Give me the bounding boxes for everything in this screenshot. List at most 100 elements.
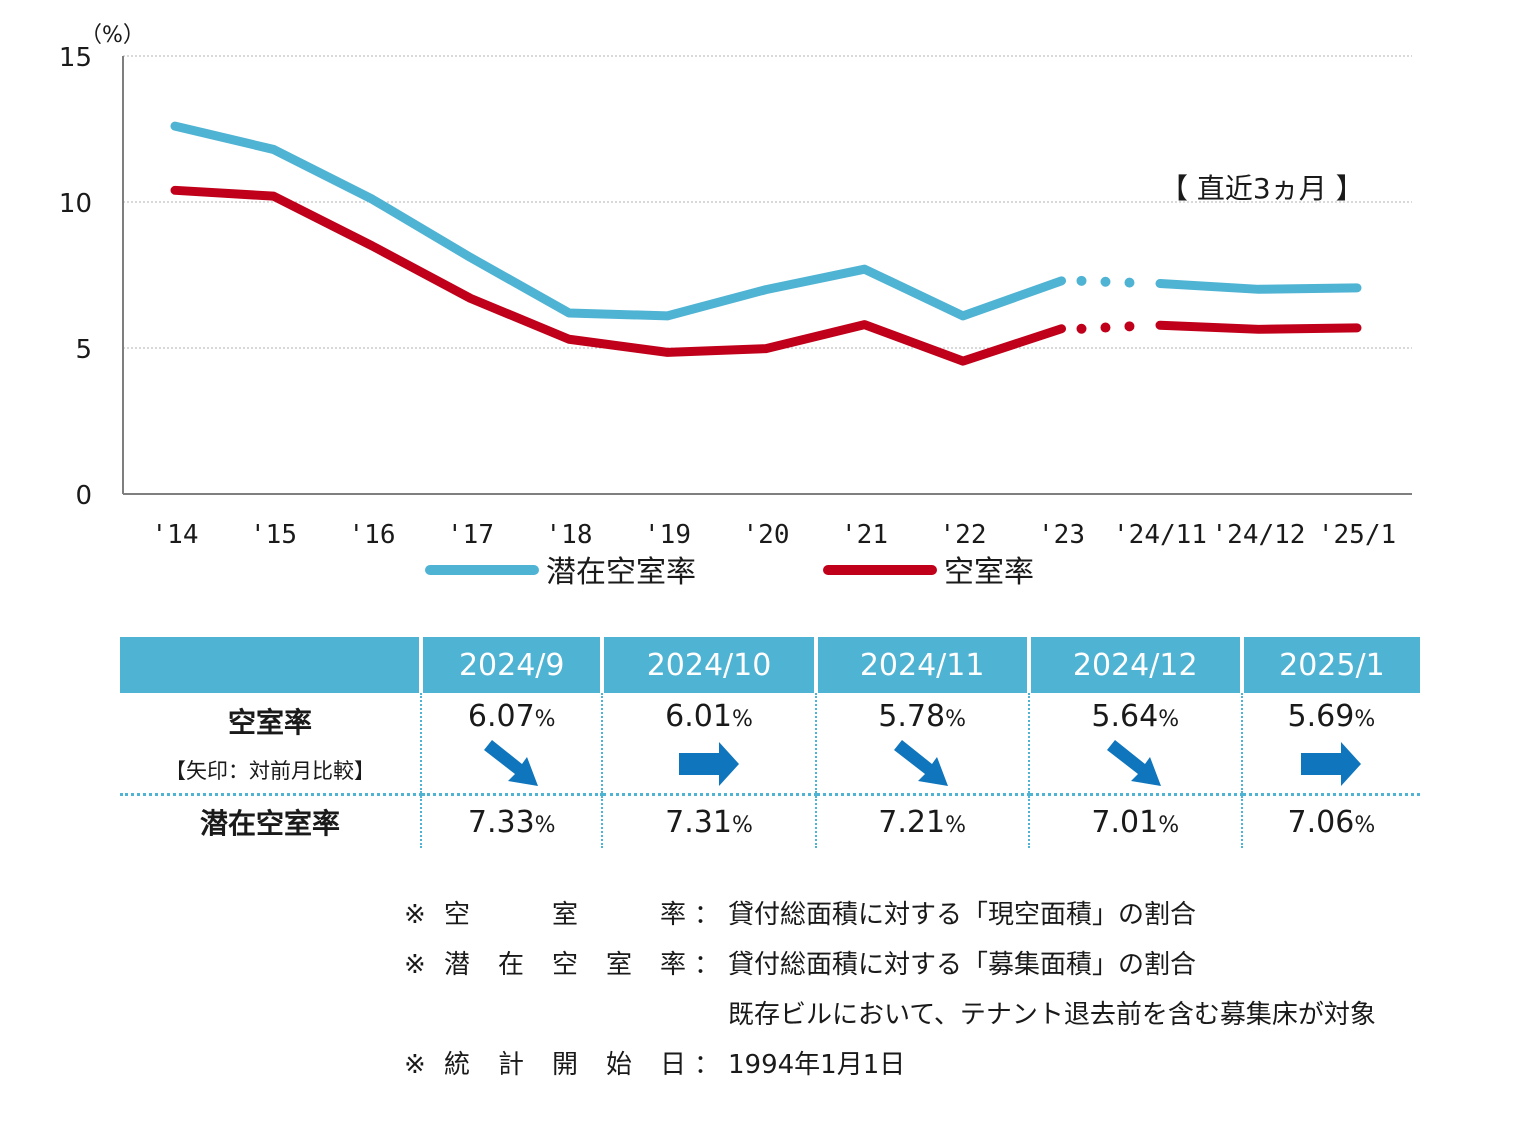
y-tick-labels: 0 5 10 15 (59, 43, 92, 511)
series-lines (170, 121, 1362, 366)
vacancy-line-chart: 0 5 10 15 '14 '15 '16 '17 '18 '19 '20 '21 '22 '23 '24… (59, 23, 1412, 590)
table-header-month: 2025/1 (1239, 637, 1420, 693)
vacancy-rate-cell: 6.01% (601, 693, 816, 795)
footnote-definition: 既存ビルにおいて、テナント退去前を含む募集床が対象 (728, 1000, 1376, 1030)
x-tick-label: '24/11 (1113, 520, 1207, 550)
potential-number: 7.21 (878, 804, 946, 840)
x-tick-label: '23 (1038, 520, 1085, 550)
vacancy-rate-row: 空室率 【矢印：対前月比較】 6.07% 6.01% 5.78% 5.64% 5… (120, 693, 1420, 795)
arrow-right-icon (1301, 742, 1362, 786)
potential-vacancy-value: 7.31% (603, 805, 814, 840)
vacancy-rate-value: 5.69% (1243, 693, 1420, 734)
x-tick-label: '18 (546, 520, 593, 550)
rate-number: 5.78 (878, 699, 946, 734)
x-tick-label: '14 (152, 520, 199, 550)
percent-sign: % (731, 812, 753, 838)
potential-vacancy-cell: 7.31% (601, 793, 816, 848)
percent-sign: % (1354, 812, 1376, 838)
x-tick-label: '25/1 (1318, 520, 1396, 550)
vacancy-rate-cell: 5.69% (1240, 693, 1420, 795)
series-line-annual (170, 185, 1066, 366)
rate-number: 6.01 (665, 699, 732, 734)
table-header-blank (120, 637, 421, 693)
axes (122, 56, 1412, 495)
vacancy-rate-value: 5.64% (1030, 693, 1241, 734)
y-unit-label: （%） (80, 23, 145, 48)
footnote-definition: 1994年1月1日 (728, 1050, 906, 1080)
footnote-term (444, 990, 694, 1040)
percent-sign: % (1158, 707, 1180, 732)
x-tick-labels: '14 '15 '16 '17 '18 '19 '20 '21 '22 '23 '24/11'24/… (152, 520, 1397, 550)
vacancy-rate-cell: 5.78% (814, 693, 1029, 795)
y-tick-label: 0 (75, 481, 92, 511)
x-tick-label: '15 (250, 520, 297, 550)
x-tick-label: '22 (940, 520, 987, 550)
potential-vacancy-cell: 7.06% (1240, 793, 1420, 848)
legend-label: 潜在空室率 (546, 555, 696, 590)
percent-sign: % (945, 707, 966, 732)
legend: 潜在空室率 空室率 (425, 555, 1034, 590)
percent-sign: % (1354, 707, 1376, 732)
series-line-annual (170, 121, 1066, 321)
rate-number: 5.69 (1287, 699, 1355, 734)
footnote-mark: ※ (404, 900, 426, 930)
footnote-mark (404, 990, 444, 1040)
footnote-definition: 貸付総面積に対する「募集面積」の割合 (728, 950, 1197, 980)
table-header-month: 2024/10 (600, 637, 816, 693)
footnote-mark: ※ (404, 950, 426, 980)
arrow-down-icon (1107, 740, 1162, 786)
potential-number: 7.31 (665, 804, 732, 840)
y-tick-label: 10 (59, 189, 92, 219)
rate-number: 6.07 (467, 699, 535, 734)
x-tick-label: '16 (349, 520, 396, 550)
y-tick-label: 15 (59, 43, 92, 73)
recent-3-months-annotation: 【 直近3ヵ月 】 (1160, 172, 1364, 205)
footnote-term: 統計開始日 (444, 1050, 686, 1080)
rate-number: 5.64 (1091, 699, 1159, 734)
series-dotted-connector (1076, 320, 1157, 334)
potential-vacancy-cell: 7.01% (1027, 793, 1242, 848)
vacancy-rate-value: 6.07% (422, 693, 601, 734)
footnote-line: 既存ビルにおいて、テナント退去前を含む募集床が対象 (404, 990, 1376, 1040)
potential-vacancy-value: 7.01% (1030, 805, 1241, 840)
arrow-legend-note: 【矢印：対前月比較】 (165, 759, 375, 783)
vacancy-rate-cell: 5.64% (1027, 693, 1242, 795)
x-tick-label: '19 (644, 520, 691, 550)
potential-vacancy-value: 7.21% (817, 805, 1028, 840)
footnotes: ※ 空室率：貸付総面積に対する「現空面積」の割合 ※ 潜在空室率：貸付総面積に対する「… (404, 890, 1376, 1090)
potential-vacancy-label-text: 潜在空室率 (199, 807, 340, 840)
percent-sign: % (534, 812, 556, 838)
potential-number: 7.01 (1091, 804, 1159, 840)
vacancy-rate-value: 6.01% (603, 693, 814, 734)
table-header-month: 2024/12 (1026, 637, 1242, 693)
x-tick-label: '17 (447, 520, 494, 550)
legend-label: 空室率 (944, 555, 1034, 590)
percent-sign: % (945, 812, 966, 838)
y-tick-label: 5 (75, 335, 92, 365)
potential-vacancy-value: 7.06% (1243, 805, 1420, 840)
series-line-recent (1155, 320, 1362, 334)
arrow-right-icon (679, 742, 740, 786)
vacancy-rate-cell: 6.07% (419, 693, 603, 795)
footnote-line: ※ 統計開始日 ： 1994年1月1日 (404, 1040, 1376, 1090)
potential-vacancy-row: 潜在空室率 7.33% 7.31% 7.21% 7.01% 7.06% (120, 793, 1420, 848)
potential-vacancy-cell: 7.33% (419, 793, 603, 848)
footnote-mark: ※ (404, 1050, 426, 1080)
footnote-colon: ： (694, 900, 721, 930)
potential-number: 7.33 (467, 804, 535, 840)
footnote-term: 空室率 (444, 900, 686, 930)
footnote-colon (694, 990, 728, 1040)
series-line-recent (1155, 278, 1362, 294)
table-header-row: 2024/9 2024/10 2024/11 2024/12 2025/1 (120, 637, 1420, 693)
series-dotted-connector (1076, 275, 1157, 289)
table-header-month: 2024/11 (813, 637, 1029, 693)
table-header-month: 2024/9 (418, 637, 603, 693)
percent-sign: % (534, 707, 556, 732)
footnote-line: ※ 空室率 ：貸付総面積に対する「現空面積」の割合 (404, 890, 1376, 940)
arrow-down-icon (894, 740, 949, 786)
vacancy-rate-row-header: 空室率 【矢印：対前月比較】 (120, 693, 421, 795)
percent-sign: % (731, 707, 753, 732)
arrow-down-icon (483, 740, 538, 786)
x-tick-label: '20 (743, 520, 790, 550)
vacancy-rate-label: 空室率 (227, 706, 312, 739)
